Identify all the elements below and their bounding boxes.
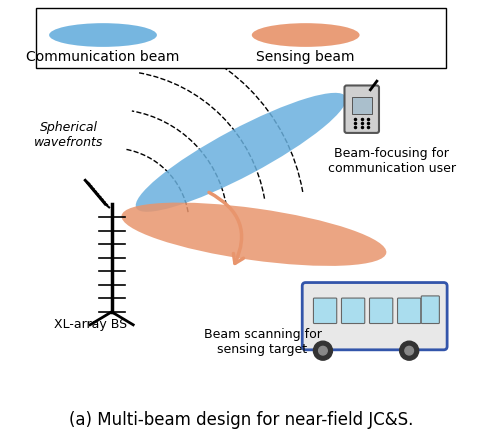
Circle shape: [400, 341, 419, 360]
Text: Sensing beam: Sensing beam: [256, 49, 355, 64]
FancyBboxPatch shape: [345, 85, 379, 133]
FancyBboxPatch shape: [398, 298, 421, 323]
FancyBboxPatch shape: [352, 97, 372, 114]
Text: Beam-focusing for
communication user: Beam-focusing for communication user: [328, 147, 456, 175]
FancyBboxPatch shape: [302, 283, 447, 350]
FancyBboxPatch shape: [341, 298, 365, 323]
Ellipse shape: [252, 23, 360, 47]
Circle shape: [405, 346, 414, 355]
Ellipse shape: [49, 23, 157, 47]
Text: XL-array BS: XL-array BS: [54, 318, 127, 331]
FancyBboxPatch shape: [36, 8, 446, 68]
Text: (a) Multi-beam design for near-field JC&S.: (a) Multi-beam design for near-field JC&…: [69, 411, 413, 429]
Text: Communication beam: Communication beam: [27, 49, 180, 64]
Ellipse shape: [136, 93, 346, 212]
FancyBboxPatch shape: [421, 296, 440, 323]
Ellipse shape: [121, 203, 387, 266]
Circle shape: [319, 346, 327, 355]
Circle shape: [313, 341, 333, 360]
FancyBboxPatch shape: [313, 298, 337, 323]
FancyArrowPatch shape: [209, 192, 243, 263]
Text: Spherical
wavefronts: Spherical wavefronts: [34, 121, 103, 149]
FancyBboxPatch shape: [370, 298, 393, 323]
Text: Beam scanning for
sensing target: Beam scanning for sensing target: [203, 328, 321, 356]
